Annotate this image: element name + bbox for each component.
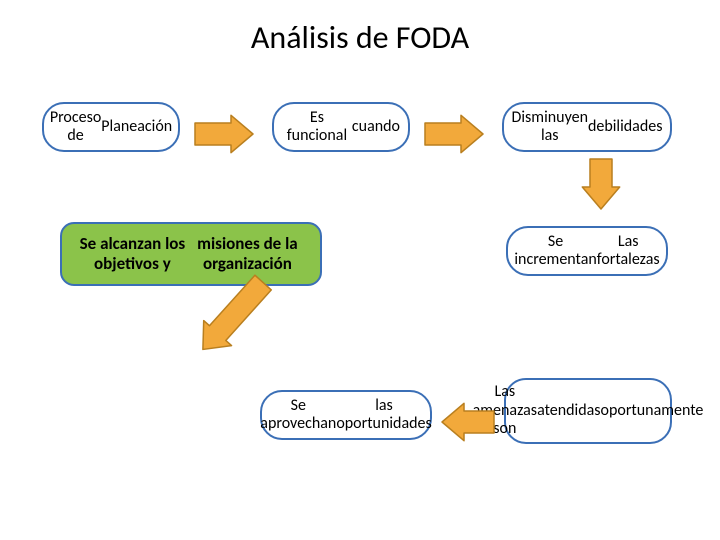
node-es-funcional: Es funcionalcuando [272, 102, 410, 152]
node-label-line: Se incrementan [514, 233, 596, 270]
node-proceso-planeacion: Proceso dePlaneación [42, 102, 180, 152]
arrow-a5 [158, 264, 308, 368]
node-label-line: Se aprovechan [260, 397, 336, 434]
node-label-line: oportunamente [601, 402, 704, 420]
node-label-line: Las fortalezas [597, 233, 660, 270]
arrow-a2 [395, 82, 513, 186]
node-label-line: Es funcional [282, 109, 352, 146]
node-label-line: Planeación [101, 118, 172, 136]
node-amenazas-atendidas: Las amenazas sonatendidasoportunamente [504, 378, 672, 444]
page-title: Análisis de FODA [0, 18, 720, 57]
node-aprovechan-oportunidades: Se aprovechanlas oportunidades [260, 390, 432, 440]
node-label-line: Proceso de [50, 109, 101, 146]
arrow-a4 [412, 370, 524, 474]
arrow-a1 [165, 82, 283, 186]
node-label-line: atendidas [537, 402, 600, 420]
arrow-a3 [546, 132, 656, 236]
node-label-line: cuando [352, 118, 400, 136]
